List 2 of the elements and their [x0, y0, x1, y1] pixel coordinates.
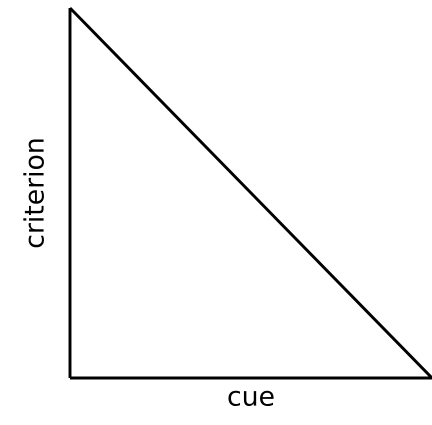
x-axis-title: cue — [228, 390, 274, 406]
y-axis-title: criterion — [23, 140, 44, 248]
